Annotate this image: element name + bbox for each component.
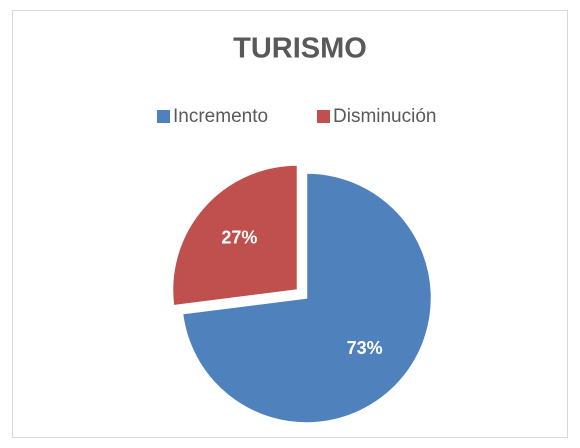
chart-title: TURISMO [233,33,367,65]
pie-slice [181,172,433,424]
data-label: 27% [221,228,257,248]
legend-swatch [317,110,330,123]
pie-slice [171,164,299,307]
legend-swatch [157,110,170,123]
data-label: 73% [347,338,383,358]
legend-label: Incremento [173,106,268,127]
legend-label: Disminución [333,106,436,127]
